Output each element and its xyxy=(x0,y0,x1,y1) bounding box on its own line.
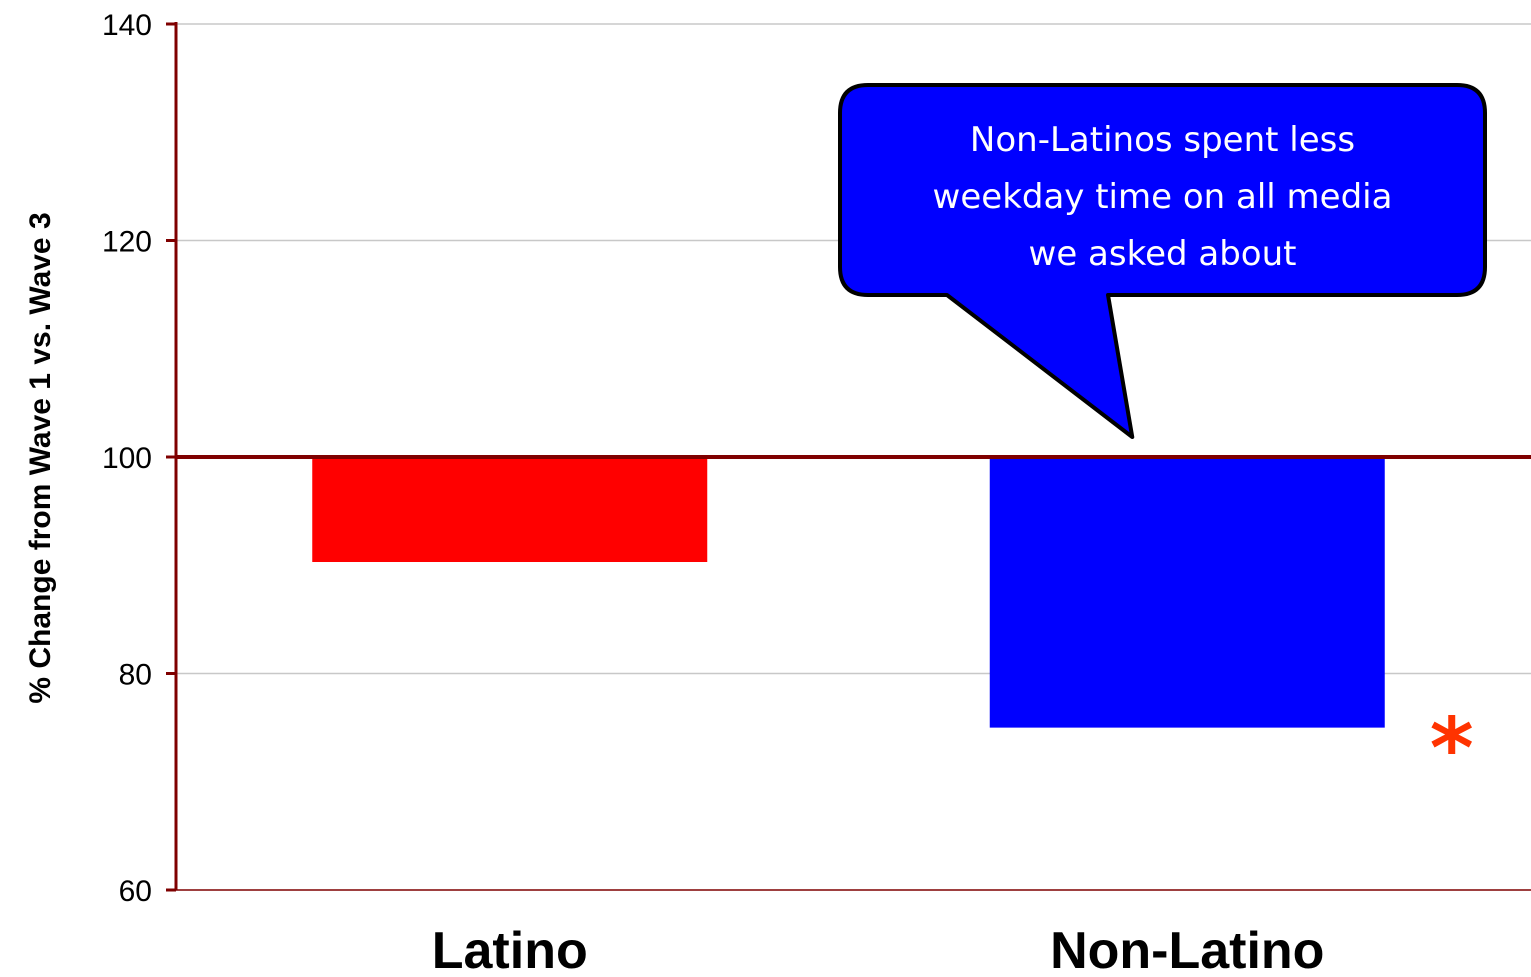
y-axis-title: % Change from Wave 1 vs. Wave 3 xyxy=(24,212,57,703)
axes xyxy=(166,22,1531,892)
bar-non-latino xyxy=(989,457,1385,728)
bars xyxy=(312,457,1385,728)
callout-bubble xyxy=(838,83,1487,439)
significance-asterisk: * xyxy=(1430,700,1474,798)
callout-annotation: Non-Latinos spent less weekday time on al… xyxy=(838,83,1487,439)
y-tick-labels: 60 80 100 120 140 xyxy=(102,9,152,908)
y-tick-label: 100 xyxy=(102,442,152,475)
category-labels: Latino Non-Latino xyxy=(432,922,1325,977)
y-tick-label: 80 xyxy=(119,659,152,692)
bar-latino xyxy=(312,457,708,563)
y-tick-label: 120 xyxy=(102,226,152,259)
callout-text-line: Non-Latinos spent less xyxy=(970,120,1355,160)
category-label: Non-Latino xyxy=(1050,922,1324,977)
y-tick-label: 60 xyxy=(119,875,152,908)
callout-text-line: we asked about xyxy=(1029,234,1297,274)
callout-text-line: weekday time on all media xyxy=(933,177,1393,217)
y-tick-label: 140 xyxy=(102,9,152,42)
category-label: Latino xyxy=(432,922,588,977)
